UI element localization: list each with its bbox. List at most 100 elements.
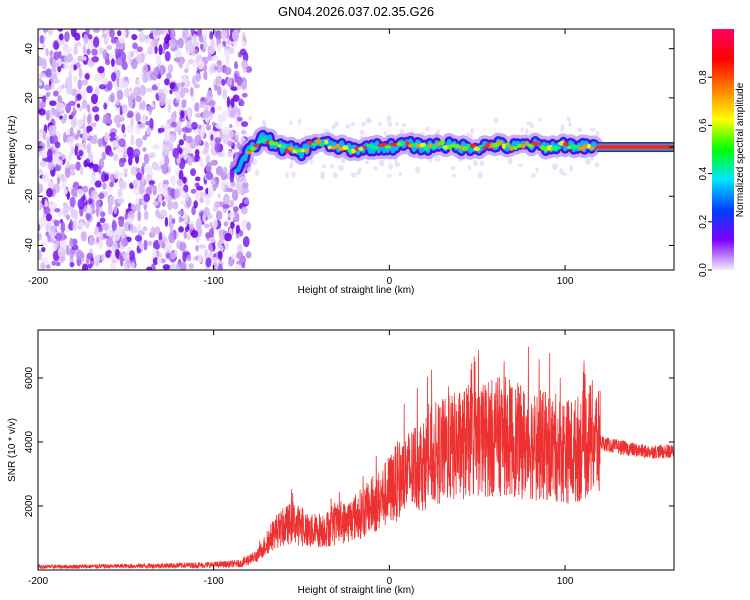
noise-speck <box>159 64 166 75</box>
noise-speck <box>227 140 234 147</box>
noise-speck <box>205 187 209 195</box>
noise-speck <box>131 58 138 70</box>
noise-speck <box>386 173 392 178</box>
noise-speck <box>173 57 181 62</box>
noise-speck <box>47 29 54 36</box>
track-hotspot <box>419 142 426 148</box>
noise-speck <box>185 135 193 144</box>
noise-speck <box>186 254 192 262</box>
noise-speck <box>194 113 203 118</box>
noise-speck <box>162 264 171 270</box>
noise-speck <box>38 216 46 228</box>
noise-speck <box>63 131 67 144</box>
noise-speck <box>190 230 199 239</box>
track-hotspot <box>374 145 379 151</box>
noise-speck <box>115 248 120 259</box>
noise-speck <box>194 191 201 201</box>
noise-speck <box>69 237 74 248</box>
noise-speck <box>49 50 54 57</box>
noise-speck <box>109 29 115 38</box>
noise-speck <box>243 187 250 194</box>
track-hotspot <box>431 143 438 150</box>
noise-speck <box>40 262 46 270</box>
noise-speck <box>240 121 249 128</box>
noise-speck <box>338 164 344 172</box>
noise-speck <box>179 262 187 270</box>
noise-speck <box>194 155 199 163</box>
noise-speck <box>350 122 355 127</box>
noise-speck <box>110 173 116 183</box>
noise-speck <box>115 58 123 66</box>
noise-speck <box>86 162 95 168</box>
noise-speck <box>223 221 229 227</box>
spectrogram-ytick-label: 0 <box>24 144 35 150</box>
noise-speck <box>297 118 302 126</box>
noise-speck <box>100 211 106 218</box>
noise-speck <box>217 193 221 199</box>
noise-speck <box>117 188 123 198</box>
noise-speck <box>470 128 474 134</box>
noise-speck <box>152 200 159 206</box>
snr-frame <box>37 329 675 571</box>
noise-speck <box>241 80 248 91</box>
noise-speck <box>172 176 176 188</box>
noise-speck <box>144 62 148 74</box>
colorbar-gradient <box>712 29 734 270</box>
noise-speck <box>67 153 72 162</box>
noise-speck <box>145 126 151 136</box>
noise-speck <box>150 226 156 238</box>
noise-speck <box>183 68 189 74</box>
noise-speck <box>82 263 89 270</box>
noise-speck <box>152 248 157 256</box>
noise-speck <box>39 35 45 44</box>
noise-speck <box>262 119 266 125</box>
noise-speck <box>74 214 78 220</box>
spectrogram-xtick-label: 0 <box>387 276 393 287</box>
noise-speck <box>107 203 113 215</box>
noise-speck <box>82 44 87 55</box>
noise-speck <box>215 123 223 129</box>
noise-speck <box>78 67 83 79</box>
noise-speck <box>94 180 102 188</box>
track-hotspot <box>320 142 325 148</box>
noise-speck <box>83 141 87 151</box>
noise-speck <box>135 54 143 65</box>
noise-speck <box>222 88 228 100</box>
noise-speck <box>71 186 79 198</box>
noise-speck <box>85 29 90 37</box>
noise-speck <box>74 135 79 141</box>
noise-speck <box>92 163 100 173</box>
noise-speck <box>100 72 105 79</box>
track-hotspot <box>447 144 453 150</box>
noise-speck <box>176 91 180 100</box>
noise-speck <box>101 29 106 33</box>
noise-speck <box>227 258 234 267</box>
noise-speck <box>45 213 53 222</box>
noise-speck <box>176 178 183 186</box>
noise-speck <box>98 165 102 174</box>
noise-speck <box>128 216 133 225</box>
noise-speck <box>130 115 135 127</box>
noise-speck <box>137 230 145 236</box>
noise-speck <box>323 129 329 134</box>
noise-speck <box>124 212 128 220</box>
noise-speck <box>185 192 190 202</box>
noise-speck <box>178 169 184 181</box>
noise-speck <box>139 84 147 97</box>
noise-speck <box>171 218 176 224</box>
noise-speck <box>205 257 212 268</box>
noise-speck <box>227 150 233 158</box>
noise-speck <box>84 73 90 80</box>
noise-speck <box>203 207 210 218</box>
noise-speck <box>96 236 100 244</box>
noise-speck <box>102 113 110 125</box>
noise-speck <box>332 172 338 179</box>
noise-speck <box>203 146 209 155</box>
noise-speck <box>190 188 197 194</box>
noise-speck <box>232 189 239 201</box>
noise-speck <box>209 221 213 228</box>
noise-speck <box>38 249 42 261</box>
noise-speck <box>236 260 244 265</box>
noise-speck <box>61 84 65 90</box>
noise-speck <box>38 108 46 116</box>
